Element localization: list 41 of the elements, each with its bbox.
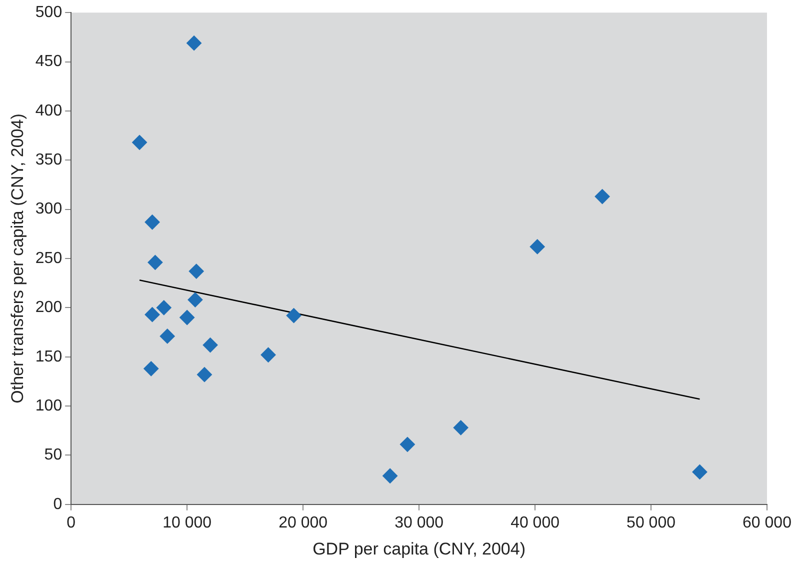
x-tick-label: 30 000 [394, 514, 444, 532]
x-tick-label: 40 000 [510, 514, 560, 532]
point [144, 307, 160, 322]
y-tick-label: 400 [35, 102, 62, 120]
point [202, 338, 218, 353]
point [286, 308, 302, 324]
point [180, 310, 195, 326]
point [382, 468, 398, 484]
y-tick-label: 0 [53, 496, 62, 513]
y-axis-title: Other transfers per capita (CNY, 2004) [8, 114, 27, 404]
point [144, 361, 159, 376]
point [186, 36, 202, 51]
point [196, 367, 212, 382]
point [156, 300, 172, 316]
point [594, 189, 610, 204]
y-tick-label: 100 [35, 397, 62, 414]
y-tick-label: 50 [44, 446, 62, 464]
point [453, 420, 468, 436]
point [530, 239, 545, 254]
y-tick-label: 500 [35, 4, 62, 22]
y-tick-label: 250 [35, 250, 62, 267]
x-tick-label: 50 000 [626, 514, 676, 532]
x-tick-label: 0 [66, 514, 76, 532]
y-tick-label: 450 [35, 53, 62, 70]
point [260, 347, 276, 362]
y-tick-label: 350 [35, 152, 62, 169]
point [188, 264, 204, 279]
x-tick-label: 20 000 [278, 514, 328, 532]
point [692, 464, 708, 480]
point [400, 436, 415, 452]
y-tick-label: 200 [35, 299, 62, 316]
point [144, 214, 160, 230]
y-tick-label: 300 [35, 200, 62, 218]
y-tick-label: 150 [35, 348, 62, 366]
point [188, 292, 203, 308]
point [132, 134, 148, 150]
x-axis-title: GDP per capita (CNY, 2004) [312, 539, 526, 558]
point [148, 254, 163, 270]
x-tick-label: 10 000 [162, 514, 212, 532]
x-tick-label: 60 000 [742, 514, 792, 532]
point [160, 328, 175, 344]
